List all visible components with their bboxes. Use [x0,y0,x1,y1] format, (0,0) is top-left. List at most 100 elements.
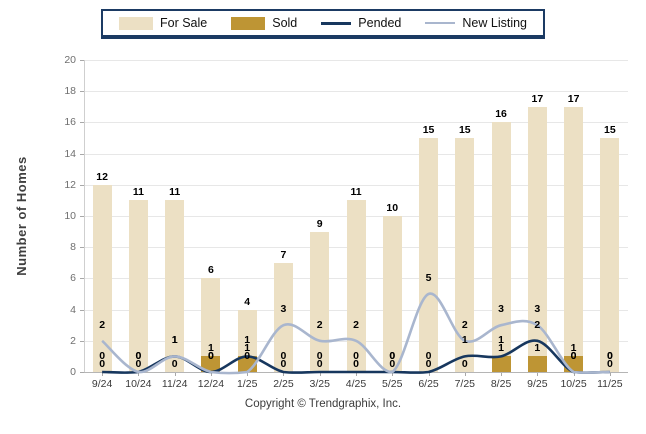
line-value-label-pended: 2 [534,318,541,331]
line-value-label-pended: 1 [461,334,468,347]
x-axis-tick [283,373,285,376]
legend-item-new-listing: New Listing [425,16,527,30]
y-axis-tick [80,91,84,93]
legend: For Sale Sold Pended New Listing [100,9,546,39]
legend-item-for-sale: For Sale [118,16,208,30]
bar-sold [491,356,511,372]
y-axis-tick [80,340,84,342]
x-axis-tick [210,373,212,376]
legend-item-sold: Sold [231,16,297,30]
x-axis-tick [138,373,140,376]
x-tick-label: 11/25 [597,378,623,390]
bar-value-label-for-sale: 17 [567,92,580,105]
line-value-label-new-listing: 1 [171,334,178,347]
y-axis-tick [80,278,84,280]
line-value-label-new-listing: 3 [498,303,504,316]
y-tick-label: 4 [70,303,76,316]
bar-value-label-sold: 0 [171,358,178,370]
y-tick-label: 18 [64,85,76,98]
x-axis-tick [537,373,539,376]
bar-value-label-for-sale: 15 [458,124,471,136]
grid-line [84,60,628,61]
x-tick-label: 5/25 [382,378,403,390]
legend-item-pended: Pended [321,16,401,30]
x-axis-tick [464,373,466,376]
bar-value-label-for-sale: 16 [495,108,507,121]
y-axis-tick [80,184,84,186]
bar-value-label-for-sale: 17 [531,92,544,105]
bar-value-label-for-sale: 6 [208,264,214,277]
new-listing-line-swatch [425,21,456,25]
grid-line [84,184,628,186]
y-axis-tick [80,153,84,155]
bar-for-sale [92,184,112,372]
y-tick-label: 12 [64,178,76,191]
y-axis-tick [80,122,84,124]
y-axis-tick [80,247,84,249]
grid-line [84,122,628,124]
y-tick-label: 6 [70,272,76,285]
x-axis-tick [573,373,575,376]
bar-value-label-for-sale: 9 [316,217,323,230]
x-axis-tick [428,373,430,376]
line-value-label-new-listing: 5 [425,272,432,284]
bar-sold [527,356,547,372]
bar-for-sale [382,216,402,372]
bar-value-label-for-sale: 11 [169,186,181,199]
x-tick-label: 4/25 [345,378,367,390]
line-value-label-pended: 0 [425,350,432,362]
line-value-label-new-listing: 2 [316,318,323,331]
x-tick-label: 7/25 [454,378,476,390]
x-axis-tick [392,373,394,376]
line-value-label-pended: 0 [353,350,359,362]
line-value-label-new-listing: 2 [99,318,106,331]
x-tick-label: 9/24 [91,378,113,390]
y-tick-label: 16 [64,116,76,129]
x-tick-label: 9/25 [527,378,548,390]
line-value-label-pended: 1 [498,334,504,347]
x-tick-label: 10/24 [125,378,152,390]
x-tick-label: 1/25 [236,378,258,390]
x-axis-tick [102,373,104,376]
x-axis-tick [609,373,611,376]
bar-value-label-for-sale: 7 [280,248,287,261]
bar-for-sale [564,106,584,372]
y-axis-tick [80,60,84,61]
x-axis-tick [174,373,176,376]
line-value-label-new-listing: 0 [606,350,613,362]
line-value-label-pended: 0 [99,350,106,362]
bar-for-sale [527,106,547,372]
bar-value-label-for-sale: 15 [422,124,435,136]
y-axis-tick [80,309,84,311]
x-tick-label: 8/25 [490,378,512,390]
bar-value-label-for-sale: 11 [132,186,144,199]
y-tick-label: 14 [64,147,76,160]
x-tick-label: 10/25 [560,378,587,390]
y-tick-label: 8 [70,241,76,254]
bar-value-label-sold: 0 [461,358,468,370]
bar-value-label-for-sale: 4 [244,295,251,308]
line-value-label-new-listing: 3 [280,303,287,316]
legend-label: For Sale [159,16,208,30]
line-value-label-new-listing: 2 [461,318,468,331]
for-sale-swatch [118,16,153,30]
bar-for-sale [600,138,620,372]
x-tick-label: 6/25 [418,378,439,390]
legend-label: Pended [358,16,402,30]
y-axis-tick [80,216,84,217]
y-tick-label: 2 [70,334,76,347]
bar-value-label-for-sale: 12 [96,170,108,183]
bar-value-label-for-sale: 11 [350,186,362,199]
bar-value-label-sold: 1 [534,342,541,355]
y-axis-tick [80,372,84,373]
y-tick-label: 0 [70,366,76,378]
x-axis-tick [247,373,249,376]
line-value-label-new-listing: 2 [353,318,359,331]
x-axis-tick [501,373,503,376]
line-value-label-new-listing: 0 [208,350,214,362]
y-tick-label: 20 [64,54,76,66]
pended-line-swatch [321,21,352,25]
bar-value-label-for-sale: 10 [386,202,399,214]
bar-for-sale [346,200,366,372]
line-value-label-new-listing: 0 [570,350,577,362]
